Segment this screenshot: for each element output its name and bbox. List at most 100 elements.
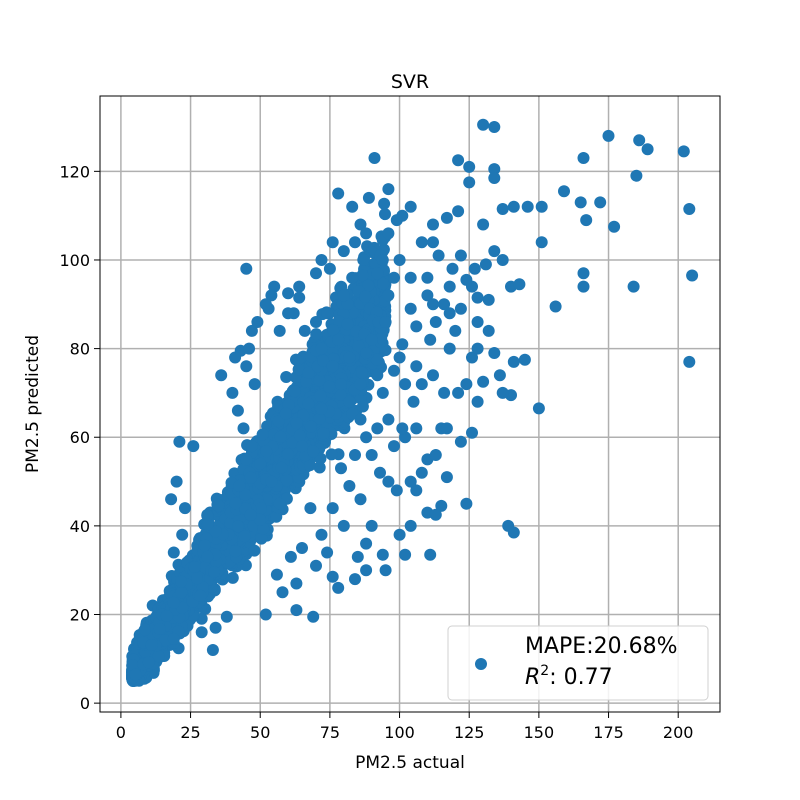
data-point [208,566,221,578]
data-point [390,214,403,227]
data-point [304,420,317,433]
legend-marker [475,658,487,670]
data-point [270,568,283,581]
data-point [209,525,222,538]
data-point [354,378,367,391]
y-tick-label: 120 [59,162,90,181]
data-point [245,324,258,337]
data-point [335,378,347,391]
data-point [298,324,311,337]
data-point [314,389,327,402]
data-point [404,200,417,213]
data-point [321,546,334,559]
data-point [432,249,445,262]
data-point [310,316,322,328]
data-point [429,449,442,461]
plot-frame [99,95,721,713]
legend-mape-text: MAPE:20.68% [525,634,678,659]
data-point [382,227,395,240]
data-point [371,422,384,435]
data-point [326,360,339,373]
data-point [354,493,367,506]
data-point [454,302,467,315]
data-point [365,449,378,461]
data-point [259,608,272,621]
data-point [265,289,278,302]
data-point [142,656,155,669]
data-point [452,154,465,167]
data-point [273,324,286,337]
data-point [337,289,350,302]
data-point [404,302,417,315]
data-point [488,245,501,258]
data-point [357,254,370,266]
data-point [429,316,442,328]
data-point [346,200,359,213]
data-points [126,118,699,687]
data-point [482,324,495,337]
data-point [325,448,338,461]
data-point [275,461,288,474]
data-point [290,604,303,617]
data-point [471,342,484,355]
legend-r2-symbol: R [525,665,540,690]
data-point [359,290,372,303]
data-point [368,152,381,164]
data-point [212,499,225,512]
data-point [421,271,434,284]
data-point [360,347,373,359]
data-point [257,522,270,535]
data-point [393,528,406,541]
data-point [452,386,465,399]
data-point [415,466,428,479]
x-tick-label: 50 [250,723,270,742]
data-point [360,564,373,577]
data-point [410,320,423,333]
data-point [421,289,434,302]
data-point [488,121,501,133]
data-point [335,462,347,475]
data-point [388,271,400,284]
data-point [293,280,306,293]
data-point [683,355,696,368]
data-point [229,497,242,510]
data-point [351,550,364,563]
data-point [466,351,478,364]
data-point [229,545,242,558]
data-point [209,621,222,634]
data-point [188,561,201,573]
data-point [382,413,395,426]
data-point [535,200,548,213]
x-tick-label: 25 [180,723,200,742]
data-point [376,548,389,561]
data-point [347,306,360,319]
data-point [315,342,328,355]
data-point [396,338,409,351]
data-point [493,369,506,382]
data-point [496,254,509,266]
data-point [226,386,239,399]
y-tick-label: 0 [80,694,90,713]
data-point [379,316,392,328]
data-point [427,218,439,231]
data-point [440,211,453,224]
data-point [370,353,383,366]
data-point [574,196,587,209]
data-point [170,475,183,488]
data-point [382,475,395,488]
data-point [477,118,490,131]
data-point [518,353,531,366]
data-point [449,324,462,337]
data-point [307,610,320,623]
data-point [195,626,208,639]
data-point [129,668,142,681]
data-point [427,298,439,311]
data-point [302,397,315,410]
data-point [282,287,295,300]
data-point [293,429,306,442]
data-point [440,471,453,484]
data-point [354,218,367,231]
data-point [471,291,484,304]
x-tick-label: 0 [116,723,126,742]
